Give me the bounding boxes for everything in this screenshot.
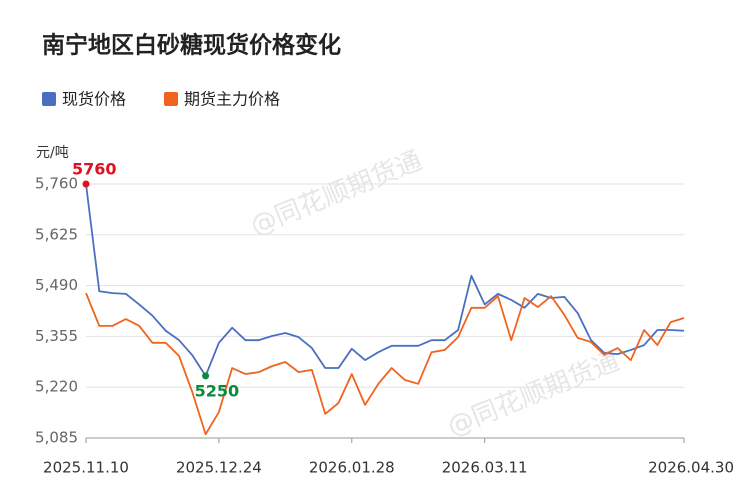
- y-tick-label: 5,760: [35, 175, 78, 193]
- x-tick-label: 2026.01.28: [309, 459, 395, 477]
- y-axis-unit: 元/吨: [36, 145, 69, 161]
- series-line: [85, 183, 685, 377]
- legend-label: 期货主力价格: [184, 90, 280, 109]
- watermark: @同花顺期货通: [443, 346, 623, 442]
- annotation-label: 5760: [72, 160, 117, 179]
- x-tick-label: 2025.12.24: [176, 459, 262, 477]
- y-tick-label: 5,355: [35, 327, 78, 345]
- annotation-dot: [202, 372, 210, 380]
- annotation-dot: [82, 180, 90, 188]
- legend-label: 现货价格: [62, 90, 126, 109]
- watermark: @同花顺期货通: [246, 146, 426, 242]
- x-tick-label: 2026.04.30: [648, 459, 734, 477]
- legend-swatch: [164, 92, 178, 106]
- x-tick-label: 2026.03.11: [442, 459, 528, 477]
- annotation-label: 5250: [195, 381, 240, 400]
- y-tick-label: 5,625: [35, 225, 78, 243]
- y-tick-label: 5,085: [35, 429, 78, 447]
- legend-swatch: [42, 92, 56, 106]
- x-tick-label: 2025.11.10: [43, 459, 129, 477]
- y-tick-label: 5,220: [35, 378, 78, 396]
- chart-title: 南宁地区白砂糖现货价格变化: [42, 32, 341, 59]
- y-tick-label: 5,490: [35, 276, 78, 294]
- series-line: [85, 292, 685, 436]
